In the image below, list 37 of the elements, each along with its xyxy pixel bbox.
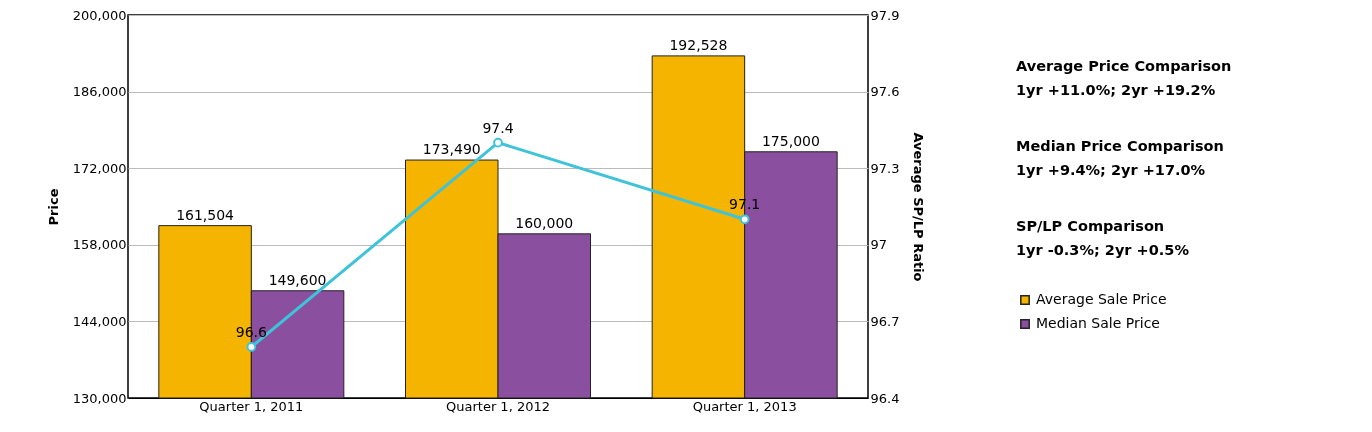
y2-tick-label: 97.3 xyxy=(870,160,900,176)
y2-tick-label: 97.9 xyxy=(870,7,900,23)
data-label: 175,000 xyxy=(761,132,820,149)
y-tick-label: 172,000 xyxy=(72,160,127,176)
data-label: 173,490 xyxy=(422,141,481,158)
y-tick-label: 200,000 xyxy=(72,7,127,23)
y2-tick-label: 96.7 xyxy=(870,313,900,329)
text: 1yr -0.3%; 2yr +0.5% xyxy=(1016,241,1190,260)
x-tick-label: Quarter 1, 2011 xyxy=(199,398,304,414)
data-label: 97.4 xyxy=(482,119,514,136)
data-label: 161,504 xyxy=(176,206,235,223)
data-label: 96.6 xyxy=(235,323,268,340)
y2-tick-label: 97.6 xyxy=(870,84,900,100)
text: Median Price Comparison xyxy=(1016,137,1225,156)
data-label: 160,000 xyxy=(515,214,574,231)
text: 1yr +9.4%; 2yr +17.0% xyxy=(1016,161,1207,180)
y2-tick-label: 97 xyxy=(870,237,888,253)
data-label: 192,528 xyxy=(669,36,728,53)
y-axis-title: Price xyxy=(45,188,61,226)
y-tick-label: 186,000 xyxy=(72,84,127,100)
y2-axis-title: Average SP/LP Ratio xyxy=(911,132,927,282)
point xyxy=(246,342,257,352)
text: SP/LP Comparison xyxy=(1016,217,1166,236)
y-tick-label: 144,000 xyxy=(72,313,127,329)
x-tick-label: Quarter 1, 2013 xyxy=(692,398,797,414)
data-label: 97.1 xyxy=(729,196,761,213)
y2-tick-label: 96.4 xyxy=(870,390,900,406)
x-tick-label: Quarter 1, 2012 xyxy=(446,398,550,414)
text: 1yr +11.0%; 2yr +19.2% xyxy=(1016,81,1217,100)
point xyxy=(739,214,750,225)
y-tick-label: 158,000 xyxy=(72,237,127,253)
legend-label: Median Sale Price xyxy=(1036,315,1160,331)
data-label: 149,600 xyxy=(268,271,327,288)
y-tick-label: 130,000 xyxy=(72,390,127,406)
point xyxy=(493,137,503,148)
text: Average Price Comparison xyxy=(1016,57,1232,76)
legend-label: Average Sale Price xyxy=(1036,291,1167,307)
